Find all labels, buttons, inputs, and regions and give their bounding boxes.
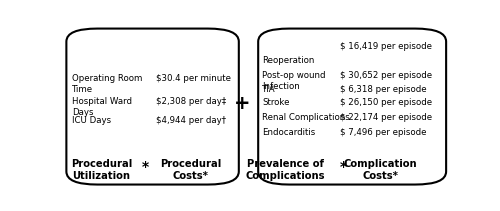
Text: +: + bbox=[234, 94, 250, 113]
Text: TIA: TIA bbox=[262, 85, 276, 95]
Text: Stroke: Stroke bbox=[262, 98, 289, 107]
Text: Post-op wound
Infection: Post-op wound Infection bbox=[262, 71, 326, 91]
Text: Operating Room
Time: Operating Room Time bbox=[72, 74, 142, 94]
Text: $ 16,419 per episode: $ 16,419 per episode bbox=[340, 42, 432, 51]
Text: Procedural
Costs*: Procedural Costs* bbox=[160, 158, 221, 181]
Text: Hospital Ward
Days: Hospital Ward Days bbox=[72, 97, 132, 117]
Text: ICU Days: ICU Days bbox=[72, 116, 112, 125]
Text: Reoperation: Reoperation bbox=[262, 56, 314, 65]
Text: *: * bbox=[142, 160, 150, 174]
Text: Procedural
Utilization: Procedural Utilization bbox=[70, 158, 132, 181]
Text: $ 30,652 per episode: $ 30,652 per episode bbox=[340, 71, 432, 80]
Text: $30.4 per minute: $30.4 per minute bbox=[156, 74, 230, 83]
Text: Renal Complications: Renal Complications bbox=[262, 113, 350, 122]
Text: Endocarditis: Endocarditis bbox=[262, 128, 316, 137]
Text: Complication
Costs*: Complication Costs* bbox=[344, 158, 417, 181]
Text: $ 22,174 per episode: $ 22,174 per episode bbox=[340, 113, 432, 122]
Text: $ 7,496 per episode: $ 7,496 per episode bbox=[340, 128, 426, 137]
Text: *: * bbox=[340, 160, 347, 174]
FancyBboxPatch shape bbox=[258, 28, 446, 185]
Text: $4,944 per day†: $4,944 per day† bbox=[156, 116, 226, 125]
Text: $ 26,150 per episode: $ 26,150 per episode bbox=[340, 98, 432, 107]
Text: $ 6,318 per episode: $ 6,318 per episode bbox=[340, 85, 426, 95]
Text: Prevalence of
Complications: Prevalence of Complications bbox=[246, 158, 325, 181]
FancyBboxPatch shape bbox=[66, 28, 239, 185]
Text: $2,308 per day‡: $2,308 per day‡ bbox=[156, 97, 226, 106]
